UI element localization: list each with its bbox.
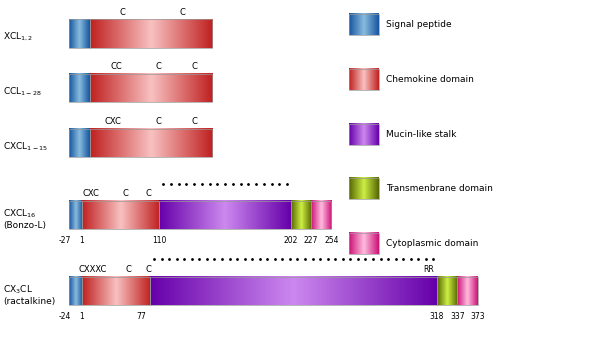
Text: C: C [155,62,161,71]
Text: Signal peptide: Signal peptide [386,20,452,29]
Text: Cytoplasmic domain: Cytoplasmic domain [386,239,479,248]
Bar [291,201,311,229]
Bar [69,277,82,305]
Bar [90,129,212,157]
Bar [457,277,478,305]
Bar [90,74,212,102]
Text: C: C [179,8,185,17]
Bar [349,233,379,254]
Text: 254: 254 [324,236,338,245]
Text: CX$_3$CL
(ractalkine): CX$_3$CL (ractalkine) [3,283,56,306]
Text: 318: 318 [430,312,444,321]
Text: 1: 1 [79,236,84,245]
Bar [349,69,379,90]
Text: CC: CC [110,62,122,71]
Bar [69,129,90,157]
Text: 337: 337 [450,312,464,321]
Bar [69,201,82,229]
Bar [349,14,379,35]
Text: XCL$_{1,2}$: XCL$_{1,2}$ [3,31,33,43]
Bar [311,201,331,229]
Text: 1: 1 [79,312,84,321]
Text: C: C [119,8,125,17]
Text: C: C [191,62,197,71]
Text: RR: RR [423,265,434,274]
Text: C: C [191,117,197,126]
Text: Mucin-like stalk: Mucin-like stalk [386,130,457,139]
Text: C: C [125,265,131,274]
Text: C: C [122,190,128,198]
Text: -27: -27 [59,236,70,245]
Text: 373: 373 [470,312,485,321]
Bar [82,201,159,229]
Bar [150,277,437,305]
Text: CXC: CXC [83,190,100,198]
Bar [69,19,90,48]
Text: -24: -24 [59,312,70,321]
Bar [82,277,150,305]
Text: CXCL$_{16}$
(Bonzo-L): CXCL$_{16}$ (Bonzo-L) [3,208,46,230]
Text: Transmenbrane domain: Transmenbrane domain [386,184,493,193]
Text: C: C [145,190,151,198]
Bar [69,74,90,102]
Bar [90,19,212,48]
Text: 110: 110 [152,236,167,245]
Text: CCL$_{1-28}$: CCL$_{1-28}$ [3,85,42,98]
Text: 227: 227 [304,236,318,245]
Bar [437,277,457,305]
Text: Chemokine domain: Chemokine domain [386,75,474,84]
Text: C: C [145,265,151,274]
Text: 77: 77 [136,312,146,321]
Bar [349,124,379,145]
Text: CXCL$_{1-15}$: CXCL$_{1-15}$ [3,140,48,153]
Bar [159,201,291,229]
Text: C: C [155,117,161,126]
Bar [349,178,379,199]
Text: CXXXC: CXXXC [78,265,107,274]
Text: 202: 202 [284,236,298,245]
Text: CXC: CXC [105,117,122,126]
